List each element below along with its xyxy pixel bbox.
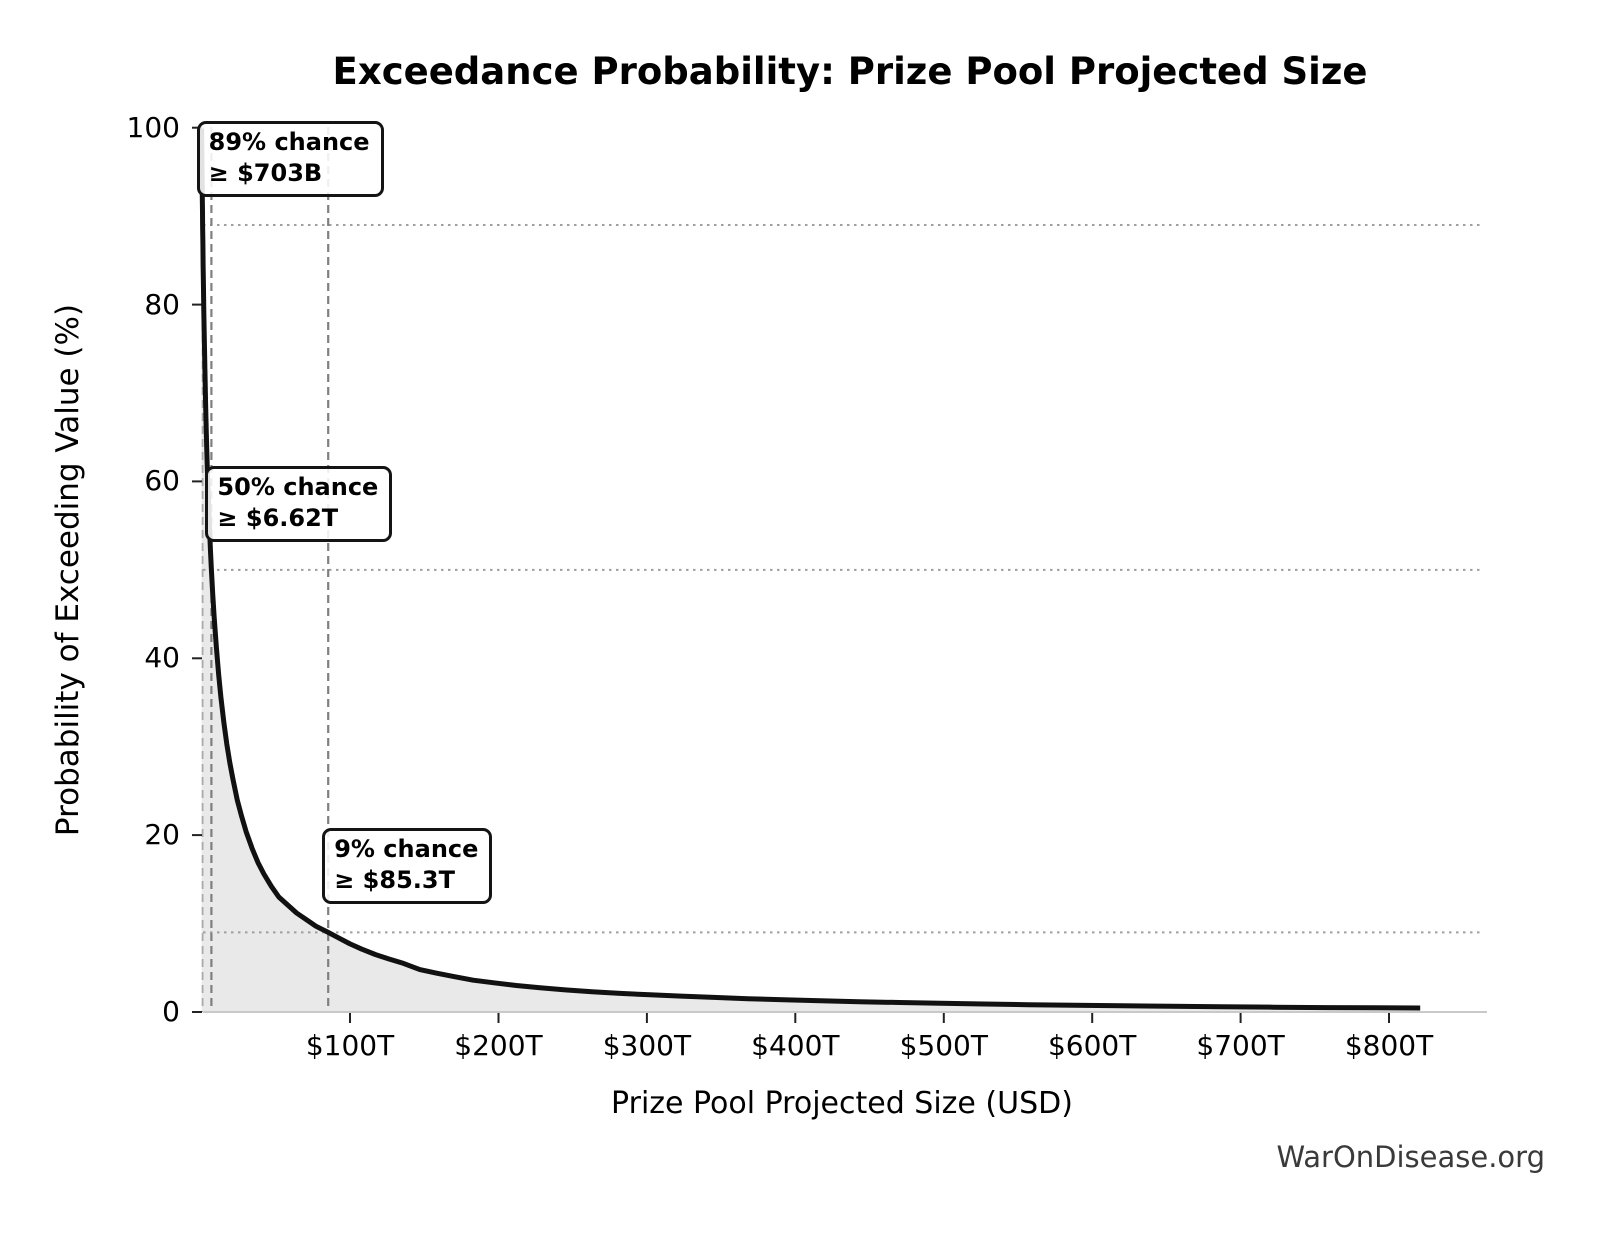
x-tick-label-600T: $600T (1047, 1029, 1137, 1062)
annotation-chance-text: 9% chance (334, 835, 479, 864)
x-tick-label-500T: $500T (899, 1029, 988, 1062)
x-tick-label-800T: $800T (1344, 1029, 1434, 1062)
exceedance-curve (199, 128, 1421, 1011)
y-tick-label-60: 60 (144, 464, 180, 498)
y-tick-label-20: 20 (144, 818, 180, 852)
watermark: WarOnDisease.org (1276, 1140, 1545, 1174)
annotation-value-text: ≥ $6.62T (217, 503, 339, 532)
x-tick-label-200T: $200T (454, 1029, 543, 1062)
annotation-89pct: 89% chance ≥ $703B (196, 120, 384, 197)
x-axis-label: Prize Pool Projected Size (USD) (611, 1086, 1073, 1121)
y-tick-label-100: 100 (126, 110, 180, 144)
y-axis-label: Probability of Exceeding Value (%) (50, 303, 86, 837)
y-tick-label-0: 0 (162, 995, 180, 1028)
annotation-chance-text: 89% chance (208, 127, 370, 156)
chart-title: Exceedance Probability: Prize Pool Proje… (332, 50, 1368, 93)
y-tick-label-80: 80 (144, 287, 180, 321)
annotation-9pct: 9% chance ≥ $85.3T (322, 828, 493, 905)
annotation-chance-text: 50% chance (217, 472, 379, 501)
annotation-value-text: ≥ $85.3T (334, 866, 455, 895)
annotation-value-text: ≥ $703B (208, 158, 323, 187)
x-tick-label-400T: $400T (751, 1029, 840, 1062)
x-tick-label-100T: $100T (305, 1029, 395, 1062)
x-tick-label-700T: $700T (1196, 1029, 1285, 1062)
annotation-50pct: 50% chance ≥ $6.62T (205, 465, 393, 542)
y-tick-label-40: 40 (144, 641, 180, 675)
x-tick-label-300T: $300T (602, 1029, 692, 1062)
